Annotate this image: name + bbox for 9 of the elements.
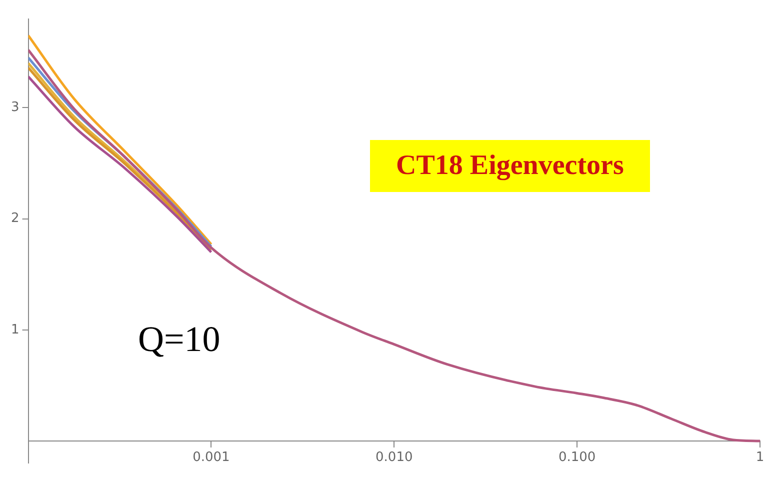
annotation: Q=10 — [138, 318, 220, 360]
x-tick-label: 0.001 — [192, 450, 230, 466]
x-tick-label: 1 — [756, 450, 764, 466]
x-tick-label: 0.100 — [558, 450, 596, 466]
x-tick-label: 0.010 — [376, 450, 413, 466]
y-tick-label: 3 — [10, 100, 20, 116]
annotation: CT18 Eigenvectors — [370, 140, 650, 192]
y-tick-label: 2 — [10, 211, 20, 226]
y-tick-label: 1 — [10, 322, 20, 338]
